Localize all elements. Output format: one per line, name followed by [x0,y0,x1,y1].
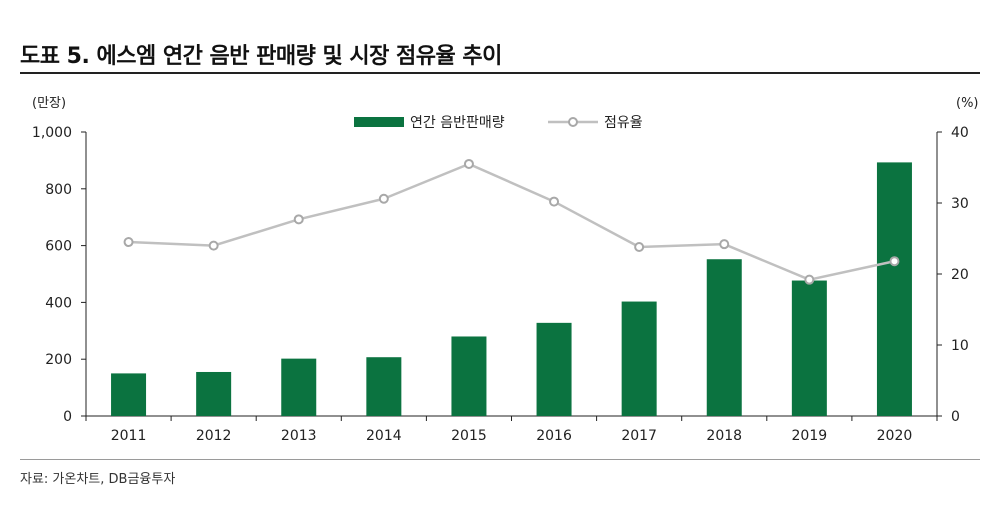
left-tick-label: 600 [45,239,72,255]
bar-series [111,162,912,416]
line-point [378,193,389,204]
right-axis-unit: (%) [956,96,979,111]
title-divider [20,72,980,74]
footer-divider [20,459,980,460]
line-point [889,256,900,267]
bar [281,358,317,416]
right-tick-label: 10 [951,338,969,354]
bar [876,162,912,416]
left-axis-unit: (만장) [32,96,66,111]
line-point [293,214,304,225]
chart-title: 도표 5. 에스엠 연간 음반 판매량 및 시장 점유율 추이 [20,44,502,69]
x-tick-label: 2015 [451,428,487,444]
right-y-axis: 0 10 20 30 40 (%) [936,96,979,425]
line-point [719,239,730,250]
line-point [463,158,474,169]
bar [111,373,147,416]
bar [366,357,402,416]
right-tick-label: 20 [951,267,969,283]
x-axis: 2011 2012 2013 2014 2015 2016 2017 2018 2019 2020 [85,415,938,444]
legend-label-line: 점유율 [604,115,643,131]
left-y-axis: 0 200 400 600 800 1,000 (만장) [32,96,87,425]
x-tick-label: 2020 [877,428,913,444]
x-tick-label: 2011 [111,428,147,444]
left-tick-label: 0 [63,409,72,425]
legend-swatch-bar [354,117,404,127]
x-tick-label: 2012 [196,428,232,444]
left-tick-label: 200 [45,352,72,368]
x-tick-label: 2018 [706,428,742,444]
line-point [549,196,560,207]
line-point [208,240,219,251]
source-note: 자료: 가온차트, DB금융투자 [20,472,176,487]
bar [621,301,657,416]
x-tick-label: 2019 [792,428,828,444]
x-tick-label: 2017 [621,428,657,444]
left-tick-label: 400 [45,295,72,311]
bar [791,280,827,416]
bar [706,259,742,416]
line-point [123,237,134,248]
legend-label-bar: 연간 음반판매량 [410,115,505,131]
right-tick-label: 0 [951,409,960,425]
bar [196,371,232,416]
bar [536,322,572,416]
line-series [123,158,900,285]
left-tick-label: 1,000 [32,125,72,141]
series-line [128,162,895,281]
left-tick-label: 800 [45,182,72,198]
legend: 연간 음반판매량 점유율 [354,115,643,131]
x-tick-label: 2013 [281,428,317,444]
line-point [804,274,815,285]
right-tick-label: 30 [951,196,969,212]
x-tick-label: 2016 [536,428,572,444]
x-tick-label: 2014 [366,428,402,444]
line-point [634,242,645,253]
right-tick-label: 40 [951,125,969,141]
legend-swatch-marker [568,117,578,127]
bar [451,336,487,416]
